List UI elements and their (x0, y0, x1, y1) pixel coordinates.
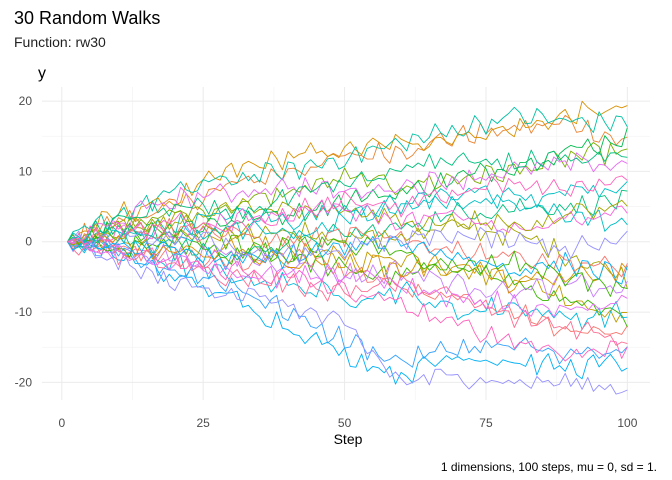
walk-line-5 (67, 198, 628, 290)
walk-line-27 (67, 235, 628, 285)
x-axis-label: Step (334, 431, 363, 447)
x-tick-labels: 0 25 50 75 100 (58, 416, 637, 430)
walk-line-18 (67, 199, 628, 245)
y-tick-labels: -20 -10 0 10 20 (15, 94, 33, 389)
walk-line-1 (67, 233, 628, 337)
x-tick-label: 25 (197, 416, 211, 430)
chart-subtitle: Function: rw30 (14, 34, 106, 50)
walk-line-17 (67, 152, 628, 243)
walk-line-3 (67, 100, 628, 245)
walk-line-8 (67, 127, 628, 245)
walk-line-14 (67, 237, 628, 368)
walk-series-group (67, 100, 628, 395)
walk-line-24 (67, 234, 628, 297)
y-tick-label: -20 (15, 375, 33, 389)
y-tick-label: 20 (19, 94, 33, 108)
y-axis-label: y (38, 65, 46, 82)
walk-line-10 (67, 106, 628, 242)
x-tick-label: 0 (58, 416, 65, 430)
x-tick-label: 75 (479, 416, 493, 430)
walk-line-28 (67, 225, 628, 265)
walk-line-7 (67, 222, 628, 328)
walk-line-4 (67, 225, 628, 323)
walk-line-20 (67, 241, 628, 346)
walk-line-30 (67, 175, 628, 245)
y-tick-label: 10 (19, 164, 33, 178)
walk-line-29 (67, 238, 628, 318)
walk-line-2 (67, 114, 628, 246)
walk-line-25 (67, 149, 628, 243)
x-tick-label: 100 (617, 416, 637, 430)
chart-title: 30 Random Walks (14, 8, 160, 28)
walk-line-23 (67, 199, 628, 250)
walk-line-15 (67, 240, 628, 395)
walk-line-26 (67, 181, 628, 248)
chart-caption: 1 dimensions, 100 steps, mu = 0, sd = 1. (441, 460, 657, 474)
walk-line-6 (67, 142, 628, 246)
y-tick-label: 0 (25, 235, 32, 249)
y-tick-label: -10 (15, 305, 33, 319)
x-tick-label: 50 (338, 416, 352, 430)
